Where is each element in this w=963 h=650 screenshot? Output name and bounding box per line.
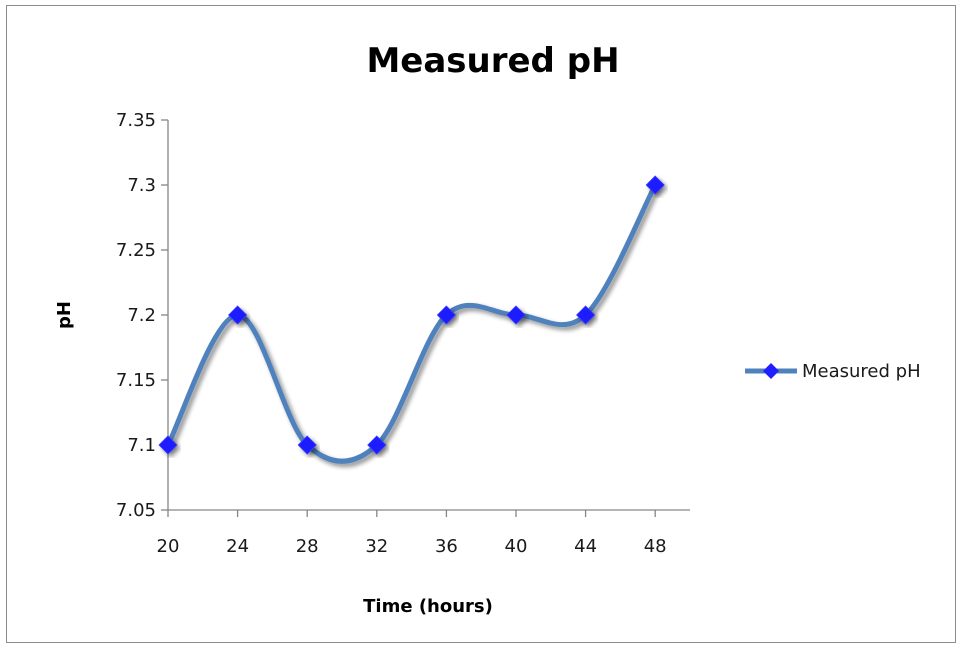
- x-tick-label: 24: [226, 536, 249, 557]
- x-axis-ticks: 20 24 28 32 36 40 44 48: [157, 510, 667, 557]
- x-tick-label: 48: [644, 536, 667, 557]
- legend-label: Measured pH: [802, 361, 921, 382]
- y-tick-label: 7.15: [116, 370, 156, 391]
- x-tick-label: 20: [157, 536, 180, 557]
- series-markers: [158, 175, 665, 455]
- chart-frame: [6, 5, 956, 643]
- x-tick-label: 28: [296, 536, 319, 557]
- y-tick-label: 7.1: [127, 435, 156, 456]
- y-tick-label: 7.35: [116, 110, 156, 131]
- data-point-marker: [645, 175, 665, 195]
- data-point-marker: [367, 435, 387, 455]
- y-tick-label: 7.25: [116, 240, 156, 261]
- data-point-marker: [436, 305, 456, 325]
- data-point-marker: [158, 435, 178, 455]
- legend: Measured pH: [745, 361, 921, 382]
- x-tick-label: 40: [505, 536, 528, 557]
- chart-title: Measured pH: [366, 41, 619, 81]
- data-point-marker: [506, 305, 526, 325]
- y-tick-label: 7.2: [127, 305, 156, 326]
- x-tick-label: 32: [365, 536, 388, 557]
- y-axis-ticks: 7.05 7.1 7.15 7.2 7.25 7.3 7.35: [116, 110, 168, 521]
- x-tick-label: 36: [435, 536, 458, 557]
- data-point-marker: [576, 305, 596, 325]
- series-line: [165, 182, 658, 464]
- y-tick-label: 7.05: [116, 500, 156, 521]
- x-tick-label: 44: [574, 536, 597, 557]
- data-point-marker: [228, 305, 248, 325]
- data-point-marker: [297, 435, 317, 455]
- legend-marker-swatch: [763, 363, 779, 379]
- y-axis-title: pH: [54, 301, 75, 329]
- y-tick-label: 7.3: [127, 175, 156, 196]
- x-axis-title: Time (hours): [363, 596, 493, 617]
